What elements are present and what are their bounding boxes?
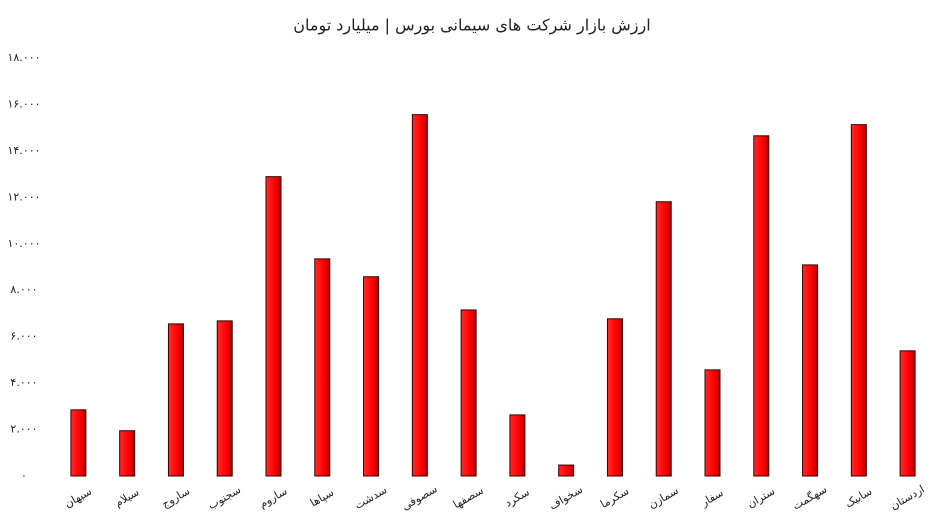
x-tick-label: سصفها	[451, 484, 486, 512]
bar	[850, 124, 867, 477]
x-tick-label: سکرد	[503, 485, 532, 509]
y-tick-label: ۱۸.۰۰۰	[7, 51, 40, 64]
y-tick-label: ۱۲.۰۰۰	[7, 190, 40, 203]
y-tick-label: ۶.۰۰۰	[10, 330, 37, 343]
x-tick-label: سیلام	[112, 485, 141, 509]
bar	[411, 114, 428, 477]
y-tick-label: ۱۶.۰۰۰	[7, 97, 40, 110]
bar	[606, 318, 623, 477]
x-tick-label: ستران	[745, 485, 777, 511]
bar	[363, 276, 380, 477]
bar	[558, 464, 575, 477]
x-tick-label: سمازن	[646, 484, 680, 511]
bar	[119, 430, 136, 477]
bar	[216, 320, 233, 477]
x-tick-label: سجنوب	[206, 483, 243, 512]
x-tick-label: سپاها	[308, 486, 336, 510]
bar	[167, 323, 184, 477]
y-tick-label: ۱۰.۰۰۰	[7, 237, 40, 250]
y-tick-label: ۰	[21, 469, 27, 482]
x-tick-label: سهگمت	[790, 483, 829, 513]
chart-title: ارزش بازار شرکت های سیمانی بورس | میلیار…	[293, 16, 650, 36]
x-tick-label: سدشت	[352, 483, 389, 512]
x-tick-label: سبهان	[62, 485, 94, 511]
y-tick-label: ۸.۰۰۰	[10, 283, 37, 296]
bar	[70, 409, 87, 477]
y-tick-label: ۴.۰۰۰	[10, 376, 37, 389]
y-tick-label: ۲.۰۰۰	[10, 423, 37, 436]
bar	[655, 201, 672, 477]
bar	[753, 135, 770, 477]
bar	[265, 176, 282, 477]
x-tick-label: سصوفی	[399, 482, 439, 513]
x-tick-label: اردستان	[888, 483, 927, 513]
y-tick-label: ۱۴.۰۰۰	[7, 144, 40, 157]
bar	[899, 350, 916, 477]
bar	[802, 264, 819, 477]
bar	[460, 309, 477, 477]
bar	[509, 414, 526, 477]
bar	[704, 369, 721, 477]
x-tick-label: سابیک	[843, 485, 874, 511]
x-tick-label: ساروج	[159, 484, 192, 510]
x-tick-label: سفار	[698, 486, 726, 509]
x-tick-label: ساروم	[257, 484, 289, 510]
bar	[314, 258, 331, 477]
x-tick-label: سکرما	[598, 484, 631, 511]
x-tick-label: سخواف	[547, 483, 585, 512]
